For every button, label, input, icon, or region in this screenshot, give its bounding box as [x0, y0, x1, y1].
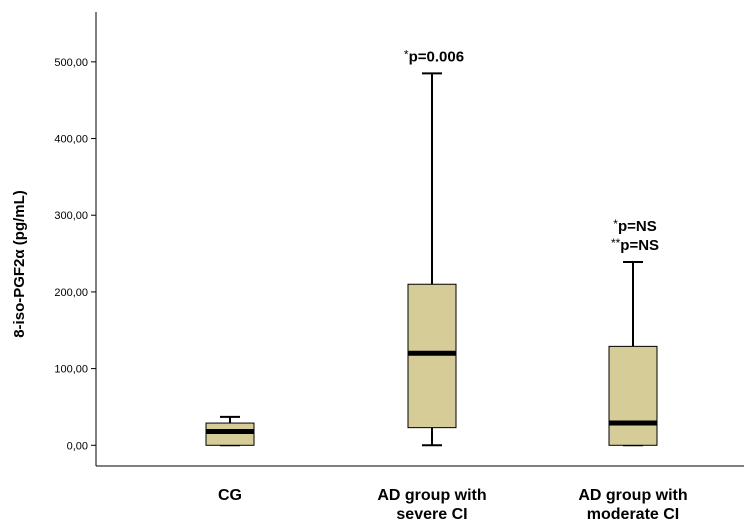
annotation-pvalue: p=NS — [620, 237, 659, 254]
x-category-label: CG — [218, 487, 242, 504]
x-category-label-line: AD group with — [377, 487, 486, 504]
x-category-label-line: CG — [218, 487, 242, 504]
significance-annotation: *p=0.006 — [404, 47, 464, 65]
iqr-box — [407, 283, 457, 429]
x-category-label: AD group with moderate CI — [578, 487, 687, 523]
y-tick-label: 300,00 — [54, 210, 88, 222]
annotation-asterisk: ** — [611, 236, 621, 250]
y-axis-title: 8-iso-PGF2α (pg/mL) — [11, 190, 28, 338]
y-tick-label: 100,00 — [54, 364, 88, 376]
x-axis: CG AD group with severe CI AD group with mod… — [218, 487, 688, 523]
y-tick-label: 500,00 — [54, 57, 88, 69]
box-group — [407, 72, 457, 447]
annotation-asterisk: * — [404, 47, 409, 61]
y-axis: 0,00 100,00 200,00 300,00 400,00 500,00 — [54, 57, 96, 452]
y-tick-label: 400,00 — [54, 134, 88, 146]
significance-annotations: *p=0.006*p=NS**p=NS — [404, 47, 659, 254]
box-group — [608, 261, 658, 447]
x-category-label-line: AD group with — [578, 487, 687, 504]
box-series — [205, 72, 658, 447]
significance-annotation: **p=NS — [611, 236, 659, 254]
annotation-pvalue: p=0.006 — [409, 48, 464, 65]
iqr-box — [608, 345, 658, 446]
box-group — [205, 415, 255, 447]
annotation-asterisk: * — [613, 217, 618, 231]
plot-frame — [95, 12, 744, 467]
y-tick-label: 0,00 — [67, 440, 88, 452]
y-tick-label: 200,00 — [54, 287, 88, 299]
iqr-box — [205, 422, 255, 446]
x-category-label-line: moderate CI — [587, 506, 679, 523]
annotation-pvalue: p=NS — [618, 218, 657, 235]
x-category-label-line: severe CI — [396, 506, 467, 523]
x-category-label: AD group with severe CI — [377, 487, 486, 523]
significance-annotation: *p=NS — [613, 217, 656, 235]
